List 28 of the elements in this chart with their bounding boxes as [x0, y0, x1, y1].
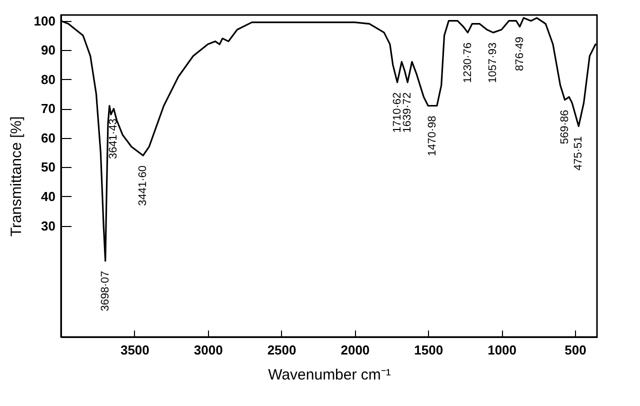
annotation: 3641·43: [108, 118, 120, 160]
x-tick-label: 1500: [414, 342, 444, 358]
y-tick-label: 60: [41, 130, 56, 146]
annotation: 1639·72: [402, 92, 414, 133]
x-tick-label: 3500: [120, 342, 150, 358]
annotation: 569·86: [558, 110, 571, 144]
y-tick-label: 90: [41, 42, 56, 58]
y-tick-label: 100: [34, 13, 56, 28]
x-tick-label: 2500: [267, 342, 296, 358]
x-axis-title: Wavenumber cm⁻¹: [268, 366, 391, 384]
annotation: 475·51: [572, 136, 585, 170]
x-tick-label: 1000: [488, 342, 517, 358]
y-axis-title: Transmittance [%]: [8, 116, 25, 237]
annotation: 1470·98: [426, 116, 439, 156]
y-tick-label: 70: [41, 101, 56, 116]
y-tick-label: 80: [41, 72, 56, 87]
y-tick-label: 30: [41, 218, 56, 234]
x-tick-label: 500: [564, 342, 586, 358]
x-tick-label: 2000: [340, 342, 370, 358]
annotation: 3698·07: [99, 270, 112, 312]
annotation: 876·49: [514, 36, 526, 71]
y-tick-label: 50: [41, 160, 56, 175]
x-tick-label: 3000: [194, 342, 223, 358]
annotation: 3441·60: [137, 166, 150, 206]
annotation: 1057·93: [487, 42, 500, 83]
y-tick-label: 40: [41, 188, 56, 204]
annotation: 1230·76: [462, 42, 474, 83]
annotation: 1710·62: [391, 92, 404, 133]
